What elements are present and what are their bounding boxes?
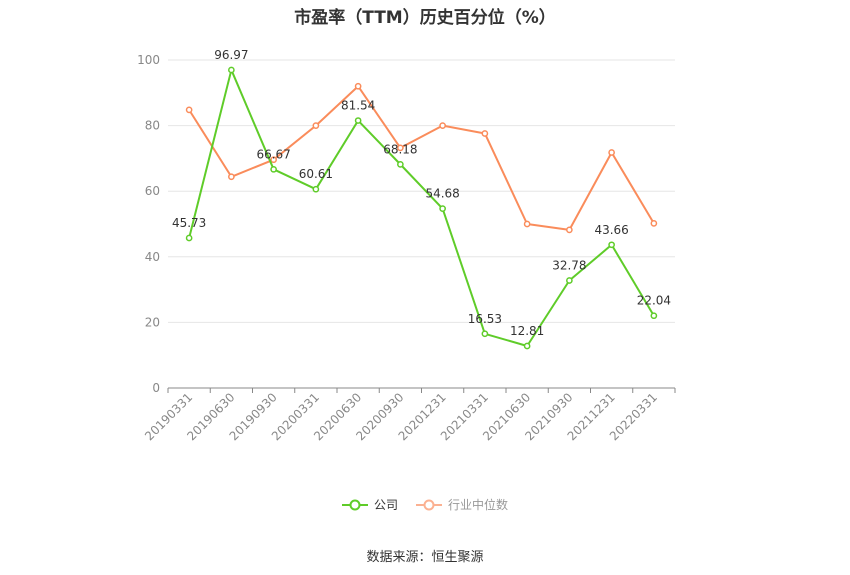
y-tick-label: 40 <box>145 250 160 264</box>
point-industry-median <box>608 149 615 156</box>
point-industry-median <box>397 144 404 152</box>
data-label-company: 32.78 <box>552 258 586 272</box>
data-label-company: 60.61 <box>299 167 333 181</box>
y-tick-label: 60 <box>145 184 160 198</box>
point-industry-median <box>523 220 531 228</box>
y-tick-label: 100 <box>137 53 160 67</box>
point-company <box>481 330 489 338</box>
point-company <box>185 234 193 242</box>
data-label-company: 45.73 <box>172 216 206 230</box>
data-labels: 45.73 96.97 66.67 60.61 81.54 68.18 54.68 16.53… <box>172 48 671 338</box>
point-company <box>566 277 573 284</box>
point-company <box>439 205 446 212</box>
point-industry-median <box>312 122 320 129</box>
point-industry-median <box>185 106 193 114</box>
point-industry-median <box>270 156 277 164</box>
point-company <box>608 241 615 249</box>
series-line-company <box>188 68 655 347</box>
series-line-industry-median <box>188 85 655 231</box>
legend-line-industry-icon <box>416 499 442 510</box>
data-label-company: 81.54 <box>341 99 375 113</box>
point-industry-median <box>650 219 658 227</box>
point-company <box>270 165 277 173</box>
data-label-company: 96.97 <box>214 48 248 62</box>
y-tick-label: 20 <box>145 315 160 329</box>
data-label-company: 43.66 <box>594 223 628 237</box>
legend: 公司 行业中位数 <box>0 496 850 513</box>
legend-item-industry-median[interactable]: 行业中位数 <box>416 496 508 513</box>
legend-line-company-icon <box>341 499 368 510</box>
series-lines <box>185 66 658 350</box>
data-label-company: 16.53 <box>468 312 502 326</box>
point-company <box>650 312 658 320</box>
point-company <box>228 66 235 74</box>
legend-label-industry-median: 行业中位数 <box>448 498 509 512</box>
point-company <box>397 161 404 168</box>
point-industry-median <box>228 173 235 181</box>
point-industry-median <box>354 82 362 90</box>
point-company <box>523 342 531 350</box>
point-industry-median <box>439 122 446 129</box>
data-label-company: 68.18 <box>383 142 417 156</box>
data-label-company: 12.81 <box>510 324 544 338</box>
point-company <box>354 117 362 124</box>
y-tick-label: 0 <box>152 381 160 395</box>
point-industry-median <box>566 226 573 234</box>
axes: 0204060801002019033120190630201909302020… <box>137 53 676 443</box>
data-source: 数据来源：恒生聚源 <box>366 550 484 565</box>
chart-title: 市盈率（TTM）历史百分位（%） <box>294 8 556 28</box>
data-label-company: 22.04 <box>637 294 671 308</box>
y-tick-label: 80 <box>145 119 160 133</box>
data-label-company: 54.68 <box>425 187 459 201</box>
legend-label-company: 公司 <box>373 498 398 512</box>
point-company <box>312 185 320 193</box>
point-industry-median <box>481 130 489 137</box>
grid-lines <box>168 59 675 323</box>
legend-item-company[interactable]: 公司 <box>341 496 398 513</box>
data-label-company: 66.67 <box>256 147 290 161</box>
